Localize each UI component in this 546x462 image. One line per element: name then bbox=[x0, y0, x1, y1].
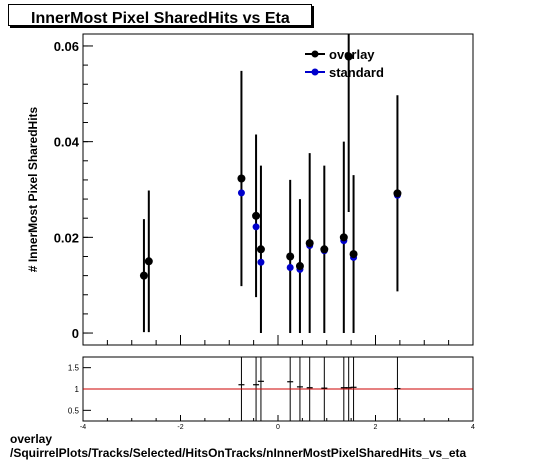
overlay-point bbox=[349, 250, 358, 259]
y-tick-label: 0 bbox=[72, 326, 79, 341]
overlay-point bbox=[144, 257, 153, 266]
overlay-point bbox=[295, 262, 304, 271]
overlay-point bbox=[393, 189, 402, 198]
overlay-point bbox=[305, 239, 314, 248]
ratio-plot-panel: 0.5 1 1.5 -4 -2 0 2 4 bbox=[68, 356, 475, 431]
y-tick-label: 0.02 bbox=[54, 230, 79, 245]
legend-marker-overlay bbox=[311, 50, 319, 58]
overlay-point bbox=[320, 245, 329, 254]
caption-line-2: /SquirrelPlots/Tracks/Selected/HitsOnTra… bbox=[10, 446, 467, 460]
standard-point bbox=[257, 258, 265, 266]
standard-point bbox=[237, 189, 245, 197]
caption-line-1: overlay bbox=[10, 432, 53, 446]
overlay-point bbox=[286, 252, 295, 261]
ratio-x-tick-label: 2 bbox=[374, 424, 378, 431]
ratio-x-tick-label: -4 bbox=[80, 424, 86, 431]
standard-point bbox=[286, 263, 294, 271]
legend-label-overlay: overlay bbox=[329, 47, 375, 62]
main-plot-frame bbox=[82, 33, 474, 346]
ratio-x-tick-label: 0 bbox=[276, 424, 280, 431]
y-tick-label: 0.04 bbox=[54, 135, 80, 150]
main-plot-panel: 0 0.02 0.04 0.06 # InnerMost Pixel SharedHit… bbox=[26, 33, 474, 346]
y-axis-label: # InnerMost Pixel SharedHits bbox=[26, 106, 40, 272]
ratio-y-tick-label: 1.5 bbox=[68, 364, 80, 373]
ratio-y-tick-label: 1 bbox=[75, 385, 80, 394]
overlay-point bbox=[344, 52, 353, 61]
overlay-point bbox=[139, 271, 148, 280]
ratio-x-tick-label: 4 bbox=[471, 424, 475, 431]
chart-title-box: InnerMost Pixel SharedHits vs Eta bbox=[8, 4, 312, 27]
overlay-point bbox=[256, 245, 265, 254]
ratio-y-tick-label: 0.5 bbox=[68, 406, 80, 415]
legend-marker-standard bbox=[311, 68, 319, 76]
overlay-point bbox=[252, 211, 261, 220]
overlay-point bbox=[339, 233, 348, 242]
chart-title: InnerMost Pixel SharedHits vs Eta bbox=[31, 10, 290, 27]
standard-point bbox=[252, 223, 260, 231]
ratio-x-tick-label: -2 bbox=[177, 424, 183, 431]
y-tick-label: 0.06 bbox=[54, 39, 79, 54]
overlay-point bbox=[237, 174, 246, 183]
legend-label-standard: standard bbox=[329, 65, 384, 80]
